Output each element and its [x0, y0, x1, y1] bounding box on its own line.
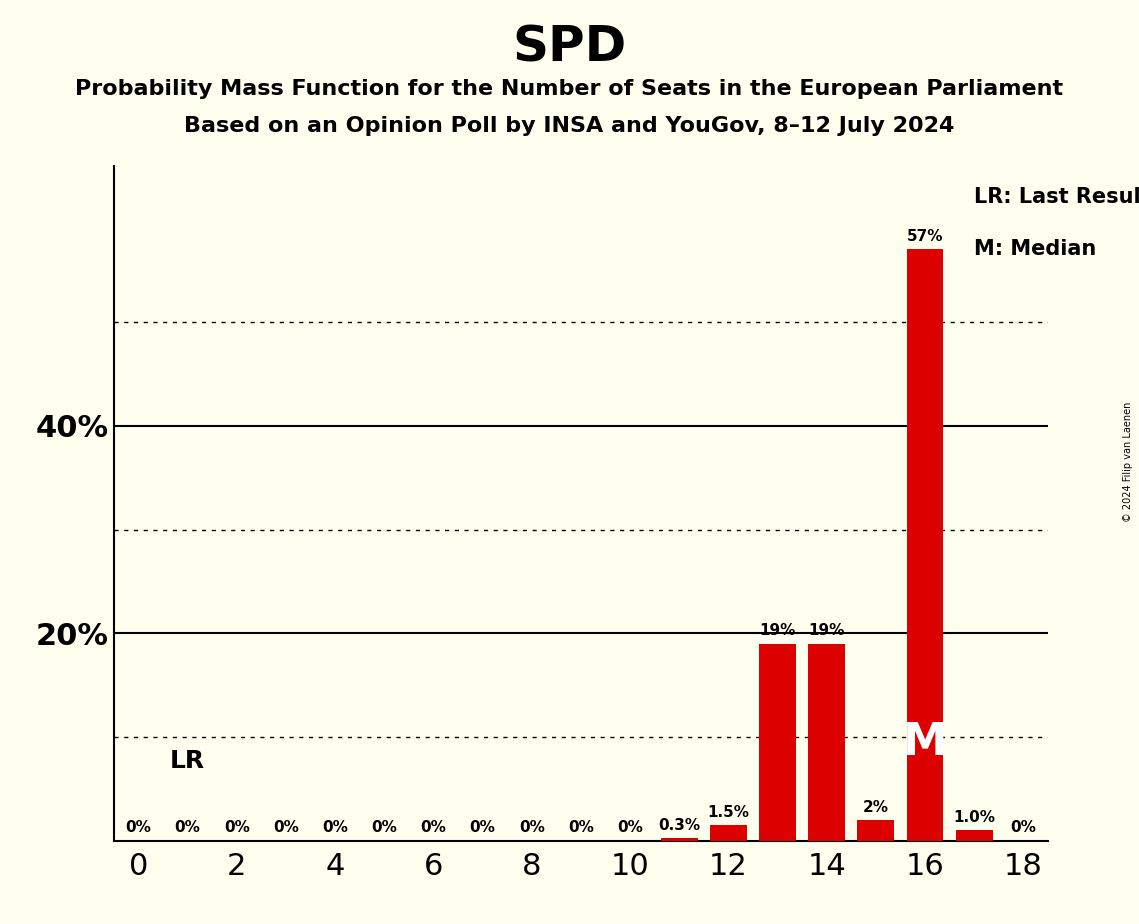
Text: © 2024 Filip van Laenen: © 2024 Filip van Laenen: [1123, 402, 1133, 522]
Text: 57%: 57%: [907, 229, 943, 244]
Text: LR: LR: [170, 749, 205, 773]
Bar: [907, 249, 943, 841]
Text: 0%: 0%: [469, 820, 495, 834]
Text: 0%: 0%: [125, 820, 151, 834]
Bar: [858, 821, 894, 841]
Text: 0%: 0%: [371, 820, 398, 834]
Text: 0%: 0%: [617, 820, 644, 834]
Bar: [661, 838, 697, 841]
Text: 0%: 0%: [1010, 820, 1036, 834]
Text: SPD: SPD: [513, 23, 626, 71]
Text: 0%: 0%: [420, 820, 446, 834]
Text: 1.5%: 1.5%: [707, 805, 749, 821]
Bar: [759, 644, 796, 841]
Text: LR: Last Result: LR: Last Result: [974, 187, 1139, 207]
Bar: [809, 644, 845, 841]
Text: M: M: [903, 721, 948, 764]
Text: 0%: 0%: [322, 820, 349, 834]
Bar: [710, 825, 747, 841]
Text: 0%: 0%: [224, 820, 249, 834]
Text: Probability Mass Function for the Number of Seats in the European Parliament: Probability Mass Function for the Number…: [75, 79, 1064, 99]
Text: 0%: 0%: [568, 820, 593, 834]
Text: 0%: 0%: [273, 820, 298, 834]
Text: Based on an Opinion Poll by INSA and YouGov, 8–12 July 2024: Based on an Opinion Poll by INSA and You…: [185, 116, 954, 136]
Text: 0%: 0%: [174, 820, 200, 834]
Text: 0.3%: 0.3%: [658, 818, 700, 833]
Text: 2%: 2%: [863, 800, 888, 815]
Text: 19%: 19%: [760, 624, 796, 638]
Text: 1.0%: 1.0%: [953, 810, 995, 825]
Text: M: Median: M: Median: [974, 239, 1097, 259]
Bar: [956, 831, 992, 841]
Text: 19%: 19%: [809, 624, 845, 638]
Text: 0%: 0%: [518, 820, 544, 834]
